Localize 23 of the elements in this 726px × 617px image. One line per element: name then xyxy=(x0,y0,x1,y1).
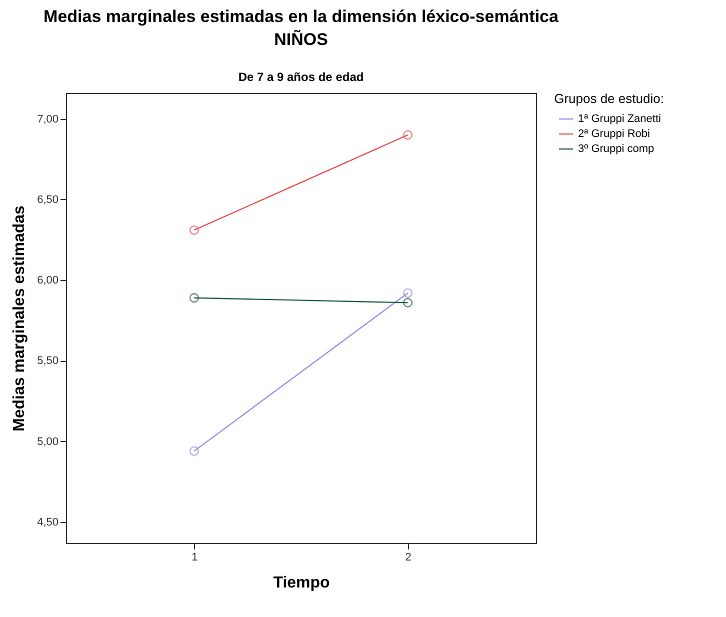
y-tick-label: 5,50 xyxy=(37,355,58,368)
legend-label: 1ª Gruppi Zanetti xyxy=(578,113,661,125)
y-tick-label: 7,00 xyxy=(37,113,58,126)
point xyxy=(403,288,413,298)
y-tick-label: 5,00 xyxy=(37,436,58,448)
x-tick-label: 2 xyxy=(405,552,412,564)
x-tick-label: 1 xyxy=(192,552,198,564)
point xyxy=(189,293,199,303)
legend-title: Grupos de estudio: xyxy=(554,91,664,106)
y-tick-label: 6,50 xyxy=(37,194,58,206)
x-axis-title: Tiempo xyxy=(273,574,330,592)
text: De 7 a 9 años de edad xyxy=(238,70,364,84)
y-tick-label: 6,00 xyxy=(37,274,58,287)
point xyxy=(189,225,199,235)
point xyxy=(403,298,413,308)
y-tick-label: 4,50 xyxy=(37,516,58,529)
legend-label: 2ª Gruppi Robi xyxy=(578,128,650,140)
legend-label: 3º Gruppi comp xyxy=(578,143,654,155)
point xyxy=(403,130,413,140)
chart-title: Medias marginales estimadas en la dimensión léxico-semántica xyxy=(44,7,560,26)
y-axis-title: Medias marginales estimadas xyxy=(11,205,28,432)
chart-subtitle: NIÑOS xyxy=(274,29,328,49)
point xyxy=(189,446,199,456)
